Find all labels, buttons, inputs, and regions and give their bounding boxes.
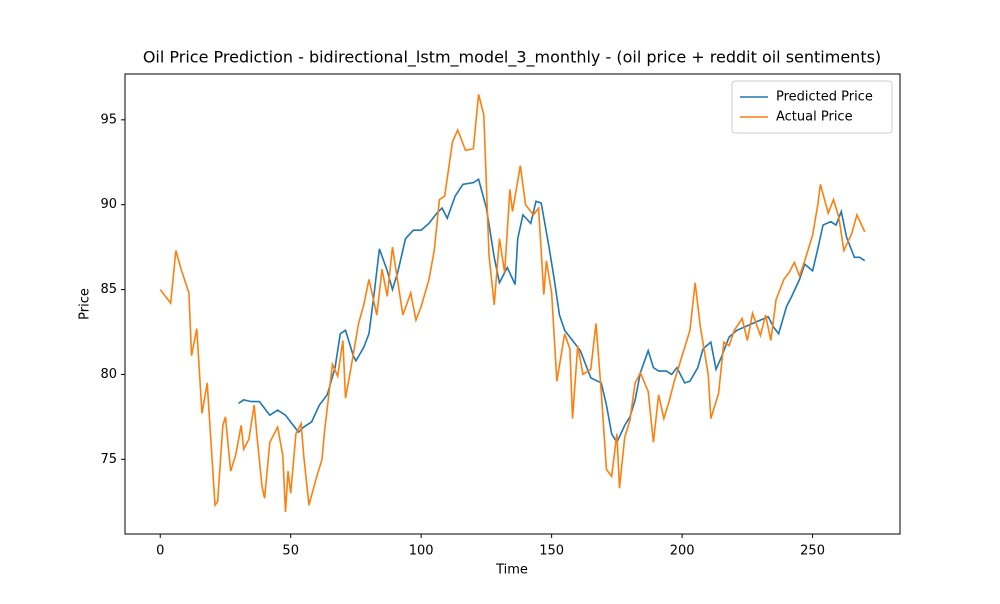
y-tick-label: 95: [100, 112, 117, 127]
y-axis-label: Price: [78, 288, 93, 320]
x-tick-label: 250: [800, 544, 825, 559]
x-tick-label: 150: [539, 544, 564, 559]
x-tick-label: 50: [282, 544, 299, 559]
x-tick-label: 200: [670, 544, 695, 559]
y-tick-label: 90: [100, 197, 117, 212]
legend-box: [731, 80, 893, 134]
plot-frame: [124, 73, 901, 535]
x-tick-label: 100: [409, 544, 434, 559]
series-line: [159, 94, 866, 512]
legend-label: Actual Price: [776, 110, 853, 125]
x-axis-label: Time: [495, 563, 528, 578]
legend-label: Predicted Price: [776, 90, 873, 105]
y-tick-label: 75: [100, 452, 117, 467]
chart-title: Oil Price Prediction - bidirectional_lst…: [143, 48, 881, 68]
y-tick-label: 85: [100, 282, 117, 297]
x-tick-label: 0: [156, 544, 164, 559]
y-tick-label: 80: [100, 367, 117, 382]
series-line: [238, 177, 866, 445]
